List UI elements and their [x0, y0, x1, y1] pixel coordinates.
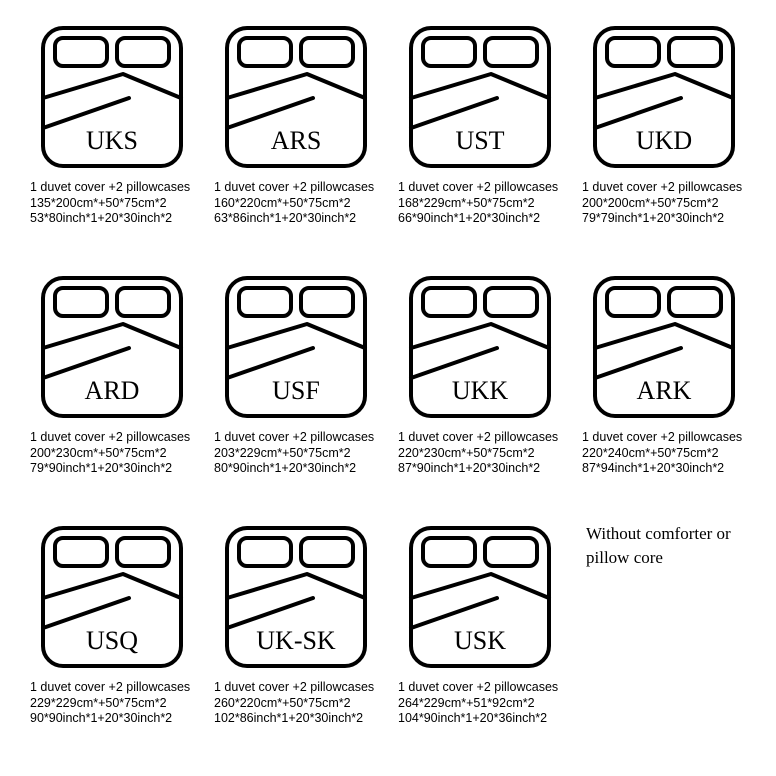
size-code-label: USF — [221, 376, 371, 406]
caption-header: 1 duvet cover +2 pillowcases — [398, 680, 558, 696]
dim-inch: 87*90inch*1+20*30inch*2 — [398, 461, 558, 477]
size-caption: 1 duvet cover +2 pillowcases229*229cm*+5… — [28, 680, 190, 727]
dim-cm: 200*230cm*+50*75cm*2 — [30, 446, 190, 462]
caption-header: 1 duvet cover +2 pillowcases — [30, 680, 190, 696]
size-cell: UKD 1 duvet cover +2 pillowcases200*200cm… — [580, 22, 748, 254]
size-cell: UKK 1 duvet cover +2 pillowcases220*230cm… — [396, 272, 564, 504]
size-cell: USF 1 duvet cover +2 pillowcases203*229cm… — [212, 272, 380, 504]
size-cell: ARD 1 duvet cover +2 pillowcases200*230cm… — [28, 272, 196, 504]
size-caption: 1 duvet cover +2 pillowcases200*200cm*+5… — [580, 180, 742, 227]
dim-inch: 104*90inch*1+20*36inch*2 — [398, 711, 558, 727]
size-code-label: UKK — [405, 376, 555, 406]
caption-header: 1 duvet cover +2 pillowcases — [214, 680, 374, 696]
dim-cm: 264*229cm*+51*92cm*2 — [398, 696, 558, 712]
dim-inch: 66*90inch*1+20*30inch*2 — [398, 211, 558, 227]
size-code-label: UKS — [37, 126, 187, 156]
dim-cm: 203*229cm*+50*75cm*2 — [214, 446, 374, 462]
bed-icon: UKD — [589, 22, 739, 172]
caption-header: 1 duvet cover +2 pillowcases — [214, 180, 374, 196]
dim-inch: 79*79inch*1+20*30inch*2 — [582, 211, 742, 227]
bed-icon: UK-SK — [221, 522, 371, 672]
size-caption: 1 duvet cover +2 pillowcases220*230cm*+5… — [396, 430, 558, 477]
size-code-label: UST — [405, 126, 555, 156]
bed-icon: UKS — [37, 22, 187, 172]
caption-header: 1 duvet cover +2 pillowcases — [30, 180, 190, 196]
bed-icon: USQ — [37, 522, 187, 672]
note-text: Without comforter or pillow core — [586, 522, 748, 570]
caption-header: 1 duvet cover +2 pillowcases — [582, 430, 742, 446]
size-caption: 1 duvet cover +2 pillowcases260*220cm*+5… — [212, 680, 374, 727]
bed-icon: ARK — [589, 272, 739, 422]
caption-header: 1 duvet cover +2 pillowcases — [398, 430, 558, 446]
size-code-label: UK-SK — [221, 626, 371, 656]
dim-cm: 220*240cm*+50*75cm*2 — [582, 446, 742, 462]
dim-cm: 168*229cm*+50*75cm*2 — [398, 196, 558, 212]
size-code-label: USQ — [37, 626, 187, 656]
bed-icon: UKK — [405, 272, 555, 422]
size-cell: USK 1 duvet cover +2 pillowcases264*229cm… — [396, 522, 564, 754]
caption-header: 1 duvet cover +2 pillowcases — [398, 180, 558, 196]
size-cell: UK-SK 1 duvet cover +2 pillowcases260*220… — [212, 522, 380, 754]
dim-cm: 200*200cm*+50*75cm*2 — [582, 196, 742, 212]
dim-inch: 90*90inch*1+20*30inch*2 — [30, 711, 190, 727]
bed-icon: USF — [221, 272, 371, 422]
size-caption: 1 duvet cover +2 pillowcases200*230cm*+5… — [28, 430, 190, 477]
bed-icon: USK — [405, 522, 555, 672]
dim-inch: 79*90inch*1+20*30inch*2 — [30, 461, 190, 477]
dim-inch: 102*86inch*1+20*30inch*2 — [214, 711, 374, 727]
dim-inch: 63*86inch*1+20*30inch*2 — [214, 211, 374, 227]
size-code-label: ARS — [221, 126, 371, 156]
size-cell: ARS 1 duvet cover +2 pillowcases160*220cm… — [212, 22, 380, 254]
dim-cm: 135*200cm*+50*75cm*2 — [30, 196, 190, 212]
size-code-label: ARK — [589, 376, 739, 406]
dim-cm: 260*220cm*+50*75cm*2 — [214, 696, 374, 712]
size-code-label: UKD — [589, 126, 739, 156]
bed-icon: UST — [405, 22, 555, 172]
size-code-label: ARD — [37, 376, 187, 406]
caption-header: 1 duvet cover +2 pillowcases — [582, 180, 742, 196]
dim-inch: 87*94inch*1+20*30inch*2 — [582, 461, 742, 477]
dim-cm: 220*230cm*+50*75cm*2 — [398, 446, 558, 462]
caption-header: 1 duvet cover +2 pillowcases — [214, 430, 374, 446]
dim-inch: 80*90inch*1+20*30inch*2 — [214, 461, 374, 477]
size-caption: 1 duvet cover +2 pillowcases168*229cm*+5… — [396, 180, 558, 227]
caption-header: 1 duvet cover +2 pillowcases — [30, 430, 190, 446]
size-caption: 1 duvet cover +2 pillowcases203*229cm*+5… — [212, 430, 374, 477]
dim-cm: 229*229cm*+50*75cm*2 — [30, 696, 190, 712]
size-chart-grid: UKS1 duvet cover +2 pillowcases135*200cm… — [28, 22, 748, 754]
bed-icon: ARD — [37, 272, 187, 422]
size-cell: UST 1 duvet cover +2 pillowcases168*229cm… — [396, 22, 564, 254]
note-cell: Without comforter or pillow core — [580, 522, 748, 754]
size-caption: 1 duvet cover +2 pillowcases160*220cm*+5… — [212, 180, 374, 227]
size-cell: UKS 1 duvet cover +2 pillowcases135*200cm… — [28, 22, 196, 254]
bed-icon: ARS — [221, 22, 371, 172]
dim-inch: 53*80inch*1+20*30inch*2 — [30, 211, 190, 227]
dim-cm: 160*220cm*+50*75cm*2 — [214, 196, 374, 212]
size-caption: 1 duvet cover +2 pillowcases264*229cm*+5… — [396, 680, 558, 727]
size-code-label: USK — [405, 626, 555, 656]
size-caption: 1 duvet cover +2 pillowcases220*240cm*+5… — [580, 430, 742, 477]
size-cell: ARK 1 duvet cover +2 pillowcases220*240cm… — [580, 272, 748, 504]
size-cell: USQ 1 duvet cover +2 pillowcases229*229cm… — [28, 522, 196, 754]
size-caption: 1 duvet cover +2 pillowcases135*200cm*+5… — [28, 180, 190, 227]
